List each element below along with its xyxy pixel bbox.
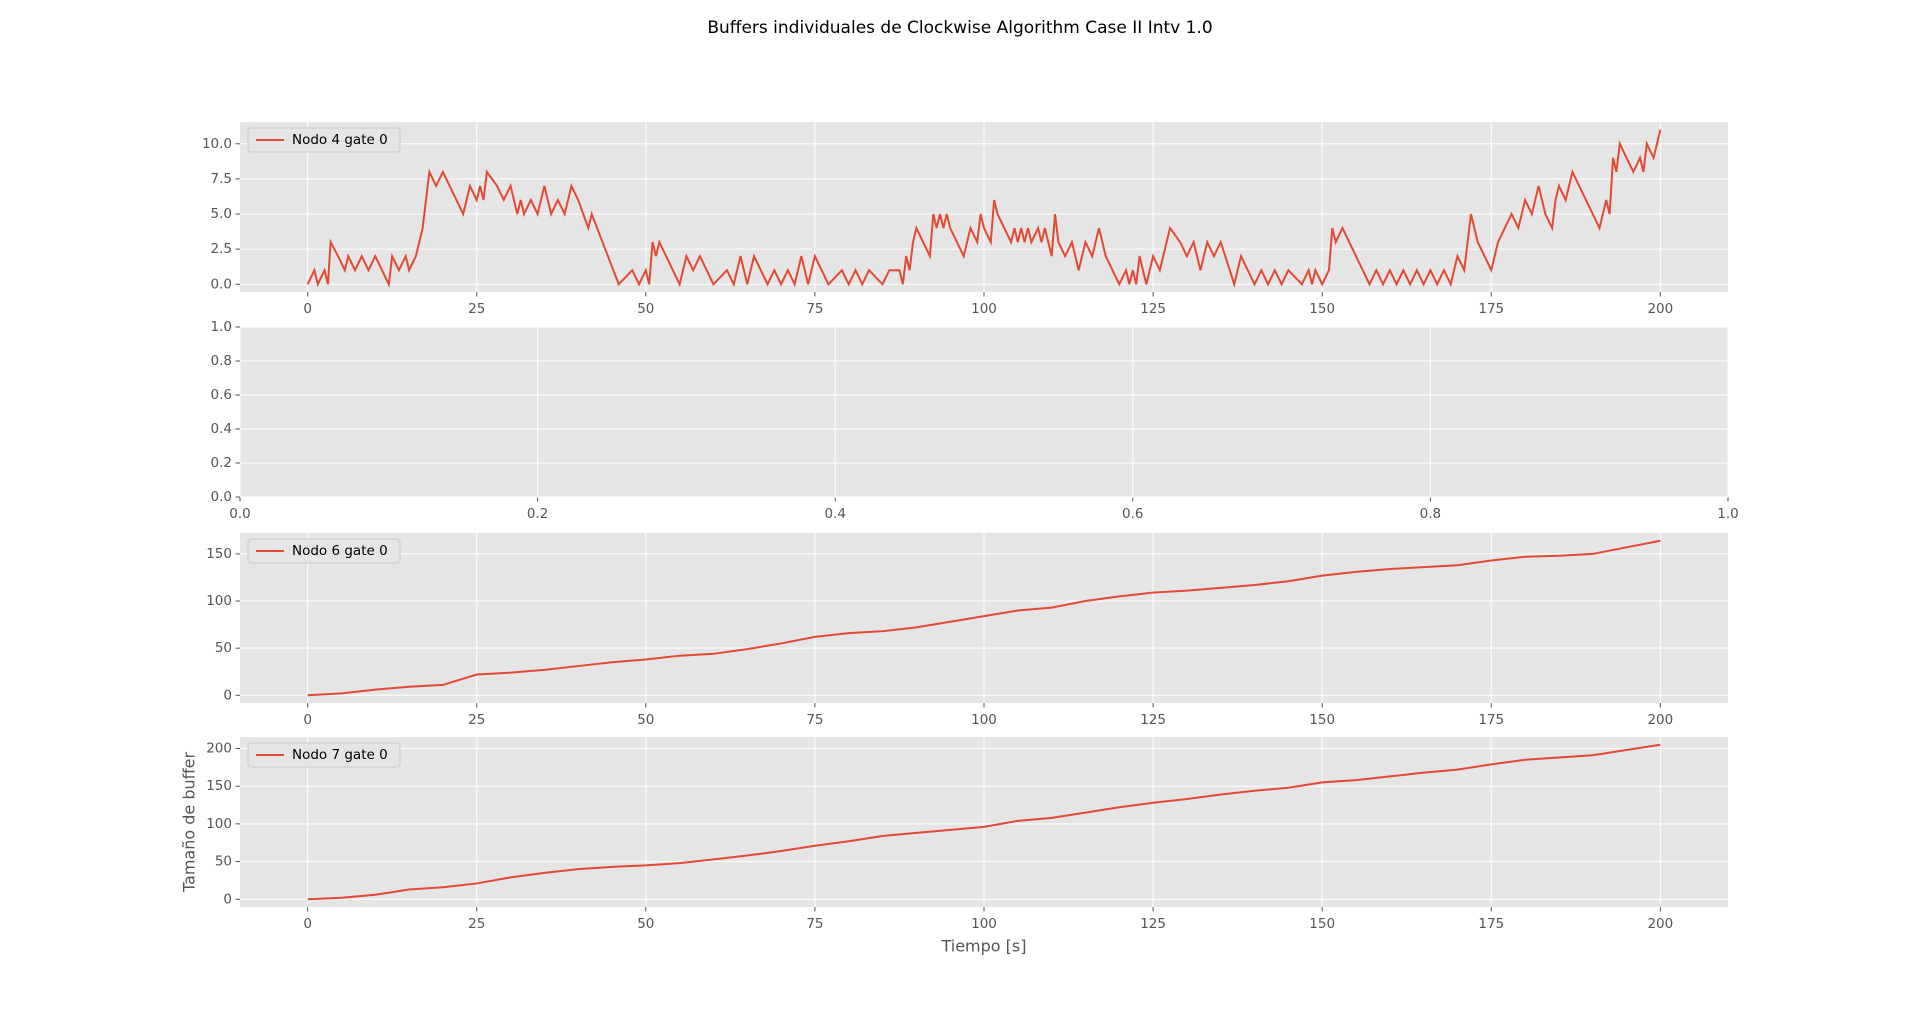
y-tick-label: 2.5 [211,241,232,257]
x-tick-label: 200 [1647,301,1673,317]
x-tick-label: 25 [468,916,485,932]
x-tick-label: 25 [468,301,485,317]
y-tick-label: 0.6 [211,387,232,403]
x-tick-label: 0.0 [229,506,250,522]
legend: Nodo 7 gate 0 [247,742,401,768]
y-tick-label: 0.4 [211,421,232,437]
y-tick-label: 200 [206,740,232,756]
y-tick-label: 5.0 [211,206,232,222]
legend-label: Nodo 4 gate 0 [292,132,388,148]
x-tick-label: 200 [1647,712,1673,728]
x-axis-label: Tiempo [s] [940,937,1026,956]
y-tick-label: 0.2 [211,455,232,471]
x-tick-label: 0.8 [1420,506,1441,522]
x-tick-label: 0 [303,712,312,728]
legend-box [247,127,401,153]
legend: Nodo 6 gate 0 [247,538,401,564]
x-tick-label: 0 [303,916,312,932]
x-tick-label: 50 [637,301,654,317]
y-tick-label: 1.0 [211,319,232,335]
legend-label: Nodo 7 gate 0 [292,747,388,763]
data-line [307,539,1661,697]
x-tick-label: 0 [303,301,312,317]
y-tick-label: 0.0 [211,276,232,292]
y-tick-label: 50 [215,640,232,656]
x-tick-label: 100 [971,301,997,317]
y-tick-label: 0 [223,687,232,703]
subplot: 0 25 50 75 100 125 150 175 200 0 50 100 150 Nodo 6 ga… [206,533,1728,728]
x-tick-label: 50 [637,712,654,728]
y-tick-label: 100 [206,816,232,832]
x-tick-label: 75 [806,712,823,728]
y-tick-label: 0.8 [211,353,232,369]
x-tick-label: 150 [1309,712,1335,728]
subplot: 0.0 0.2 0.4 0.6 0.8 1.0 0.0 0.2 0.4 0.6 0.8 1.0 [211,319,1739,522]
x-tick-label: 0.4 [824,506,845,522]
x-tick-label: 1.0 [1717,506,1738,522]
x-tick-label: 125 [1140,712,1166,728]
x-tick-label: 0.2 [527,506,548,522]
y-tick-label: 100 [206,593,232,609]
x-tick-label: 175 [1478,712,1504,728]
x-tick-label: 100 [971,712,997,728]
x-tick-label: 200 [1647,916,1673,932]
x-tick-label: 150 [1309,301,1335,317]
y-axis-label: Tamaño de buffer [180,752,199,894]
data-line [307,743,1661,901]
x-tick-label: 50 [637,916,654,932]
x-tick-label: 175 [1478,916,1504,932]
subplot: 0 25 50 75 100 125 150 175 200 0.0 2.5 5.0 7.5 10.0 No… [202,122,1728,317]
legend-box [247,538,401,564]
y-tick-label: 7.5 [211,171,232,187]
y-tick-label: 50 [215,854,232,870]
legend: Nodo 4 gate 0 [247,127,401,153]
y-tick-label: 150 [206,778,232,794]
data-line [306,129,1662,288]
x-tick-label: 175 [1478,301,1504,317]
figure-title: Buffers individuales de Clockwise Algori… [707,18,1212,38]
legend-box [247,742,401,768]
x-tick-label: 125 [1140,301,1166,317]
x-tick-label: 25 [468,712,485,728]
legend-label: Nodo 6 gate 0 [292,543,388,559]
x-tick-label: 75 [806,301,823,317]
y-tick-label: 150 [206,546,232,562]
x-tick-label: 150 [1309,916,1335,932]
y-tick-label: 0.0 [211,489,232,505]
y-tick-label: 0 [223,891,232,907]
x-tick-label: 75 [806,916,823,932]
x-tick-label: 125 [1140,916,1166,932]
plot-area [240,327,1728,497]
x-tick-label: 100 [971,916,997,932]
x-tick-label: 0.6 [1122,506,1143,522]
subplot: 0 25 50 75 100 125 150 175 200 0 50 100 150 200 Nodo 7… [180,737,1728,956]
y-tick-label: 10.0 [202,136,232,152]
